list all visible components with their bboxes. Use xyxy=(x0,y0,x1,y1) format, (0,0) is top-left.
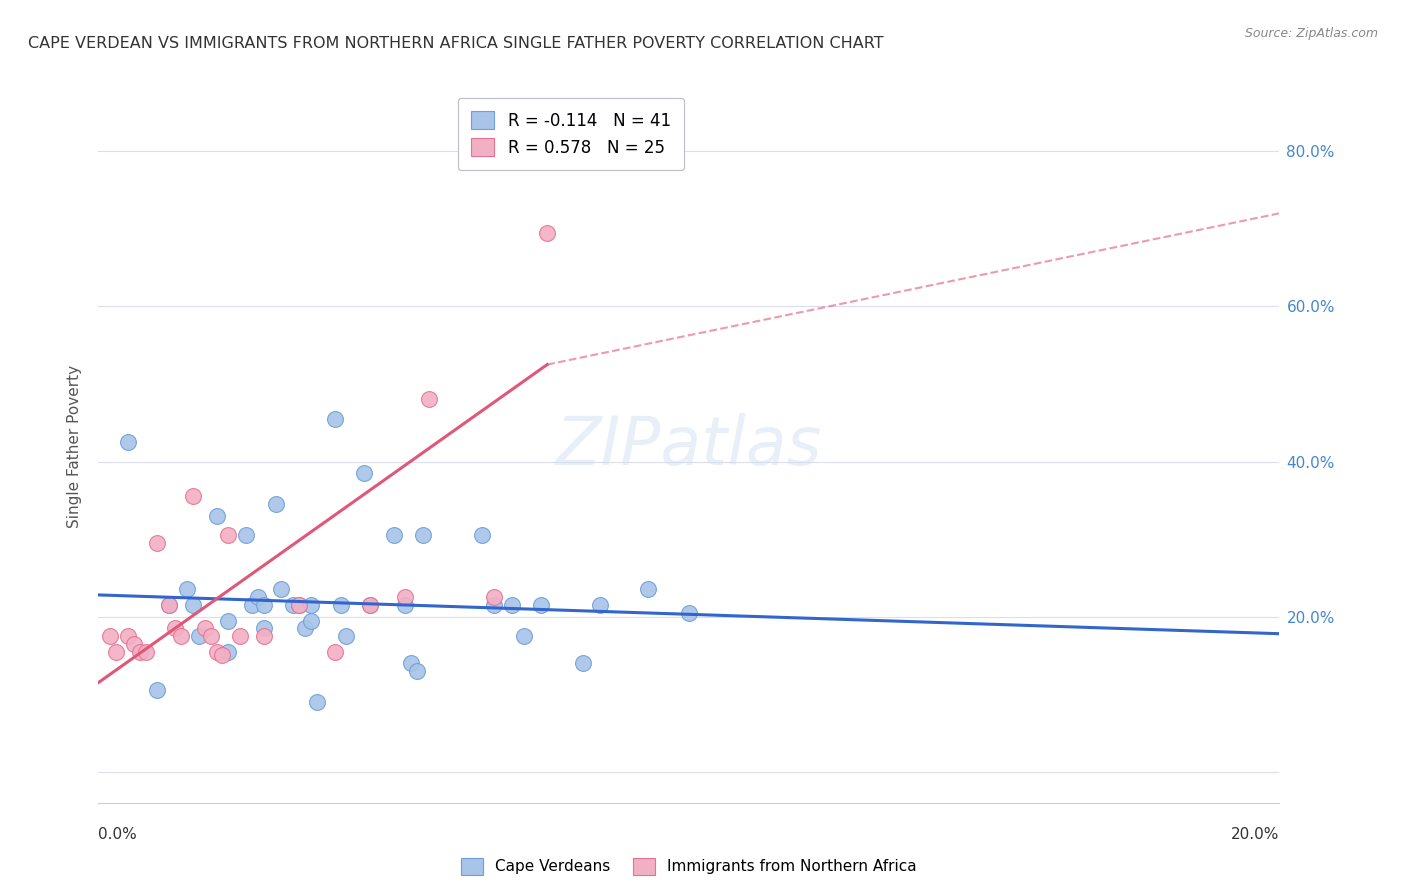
Point xyxy=(471,528,494,542)
Text: 20.0%: 20.0% xyxy=(1232,827,1279,841)
Point xyxy=(288,598,311,612)
Point xyxy=(253,598,276,612)
Point xyxy=(299,614,322,628)
Point xyxy=(146,683,169,698)
Point xyxy=(229,629,252,643)
Point xyxy=(235,528,257,542)
Point xyxy=(412,528,434,542)
Point xyxy=(105,644,128,658)
Text: 0.0%: 0.0% xyxy=(98,827,138,841)
Point xyxy=(157,598,180,612)
Point xyxy=(530,598,553,612)
Y-axis label: Single Father Poverty: Single Father Poverty xyxy=(67,365,83,527)
Point xyxy=(117,629,139,643)
Point xyxy=(146,536,169,550)
Point xyxy=(217,528,239,542)
Point xyxy=(135,644,157,658)
Point xyxy=(382,528,405,542)
Point xyxy=(117,435,139,450)
Point xyxy=(418,392,440,407)
Legend: Cape Verdeans, Immigrants from Northern Africa: Cape Verdeans, Immigrants from Northern … xyxy=(456,852,922,880)
Point xyxy=(205,508,228,523)
Point xyxy=(200,629,222,643)
Point xyxy=(240,598,263,612)
Point xyxy=(482,598,505,612)
Point xyxy=(401,656,423,670)
Point xyxy=(571,656,593,670)
Point xyxy=(181,598,204,612)
Text: ZIPatlas: ZIPatlas xyxy=(555,413,823,479)
Point xyxy=(264,497,287,511)
Point xyxy=(170,629,193,643)
Text: CAPE VERDEAN VS IMMIGRANTS FROM NORTHERN AFRICA SINGLE FATHER POVERTY CORRELATIO: CAPE VERDEAN VS IMMIGRANTS FROM NORTHERN… xyxy=(28,36,884,51)
Point xyxy=(536,226,558,240)
Point xyxy=(305,695,328,709)
Point xyxy=(406,664,429,678)
Point xyxy=(299,598,322,612)
Point xyxy=(217,614,239,628)
Point xyxy=(194,621,217,635)
Point xyxy=(157,598,180,612)
Point xyxy=(589,598,612,612)
Point xyxy=(394,591,416,605)
Point xyxy=(482,591,505,605)
Text: Source: ZipAtlas.com: Source: ZipAtlas.com xyxy=(1244,27,1378,40)
Point xyxy=(335,629,357,643)
Point xyxy=(205,644,228,658)
Point xyxy=(323,644,346,658)
Point xyxy=(294,621,316,635)
Point xyxy=(359,598,381,612)
Point xyxy=(270,582,292,597)
Point xyxy=(359,598,381,612)
Point xyxy=(165,621,187,635)
Point xyxy=(187,629,209,643)
Point xyxy=(283,598,305,612)
Point xyxy=(353,466,375,480)
Point xyxy=(678,606,700,620)
Point xyxy=(211,648,233,663)
Point xyxy=(181,490,204,504)
Point xyxy=(122,637,145,651)
Point xyxy=(253,629,276,643)
Point xyxy=(323,412,346,426)
Point xyxy=(288,598,311,612)
Point xyxy=(98,629,121,643)
Point xyxy=(329,598,352,612)
Point xyxy=(176,582,198,597)
Point xyxy=(501,598,523,612)
Point xyxy=(246,591,269,605)
Point xyxy=(217,644,239,658)
Point xyxy=(512,629,534,643)
Point xyxy=(128,644,150,658)
Point xyxy=(394,598,416,612)
Point xyxy=(253,621,276,635)
Point xyxy=(637,582,659,597)
